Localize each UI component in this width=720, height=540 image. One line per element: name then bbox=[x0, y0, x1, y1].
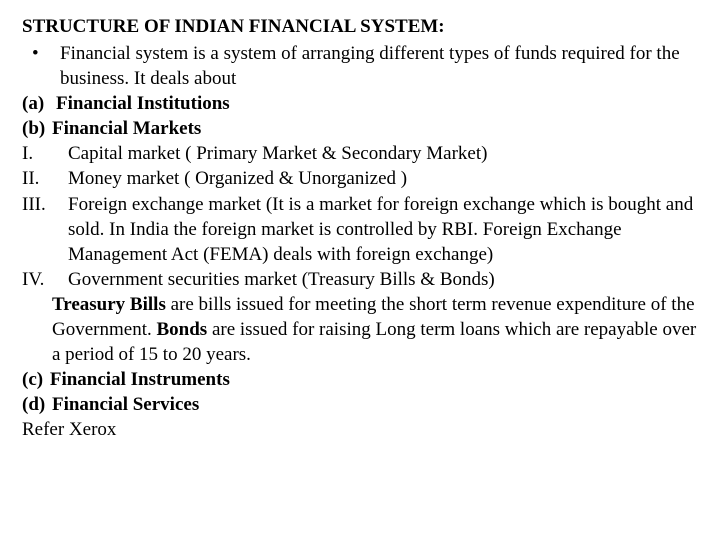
item-c: (c) Financial Instruments bbox=[22, 367, 698, 392]
roman-mark-3: III. bbox=[22, 192, 68, 267]
bonds-label: Bonds bbox=[156, 319, 211, 340]
roman-mark-2: II. bbox=[22, 166, 68, 191]
alpha-text-d: Financial Services bbox=[52, 394, 199, 415]
roman-text-2: Money market ( Organized & Unorganized ) bbox=[68, 166, 698, 191]
roman-text-1: Capital market ( Primary Market & Second… bbox=[68, 141, 698, 166]
bullet-mark: • bbox=[32, 41, 60, 91]
alpha-mark-b: (b) bbox=[22, 118, 45, 139]
bullet-text: Financial system is a system of arrangin… bbox=[60, 41, 698, 91]
alpha-text-a: Financial Institutions bbox=[56, 91, 698, 116]
document-title: STRUCTURE OF INDIAN FINANCIAL SYSTEM: bbox=[22, 14, 698, 39]
roman-text-4: Government securities market (Treasury B… bbox=[68, 267, 698, 292]
roman-mark-4: IV. bbox=[22, 267, 68, 292]
roman-3: III. Foreign exchange market (It is a ma… bbox=[22, 192, 698, 267]
roman-mark-1: I. bbox=[22, 141, 68, 166]
roman-4: IV. Government securities market (Treasu… bbox=[22, 267, 698, 292]
document-body: STRUCTURE OF INDIAN FINANCIAL SYSTEM: • … bbox=[22, 14, 698, 442]
treasury-paragraph: Treasury Bills are bills issued for meet… bbox=[22, 292, 698, 367]
alpha-mark-d: (d) bbox=[22, 394, 45, 415]
item-a: (a) Financial Institutions bbox=[22, 91, 698, 116]
refer-text: Refer Xerox bbox=[22, 417, 698, 442]
roman-text-3: Foreign exchange market (It is a market … bbox=[68, 192, 698, 267]
alpha-mark-c: (c) bbox=[22, 369, 43, 390]
item-b: (b) Financial Markets bbox=[22, 116, 698, 141]
alpha-text-c: Financial Instruments bbox=[50, 369, 230, 390]
roman-1: I. Capital market ( Primary Market & Sec… bbox=[22, 141, 698, 166]
alpha-text-b: Financial Markets bbox=[52, 118, 201, 139]
item-d: (d) Financial Services bbox=[22, 392, 698, 417]
treasury-bills-label: Treasury Bills bbox=[52, 294, 171, 315]
bullet-item: • Financial system is a system of arrang… bbox=[32, 41, 698, 91]
roman-2: II. Money market ( Organized & Unorganiz… bbox=[22, 166, 698, 191]
alpha-mark-a: (a) bbox=[22, 91, 56, 116]
